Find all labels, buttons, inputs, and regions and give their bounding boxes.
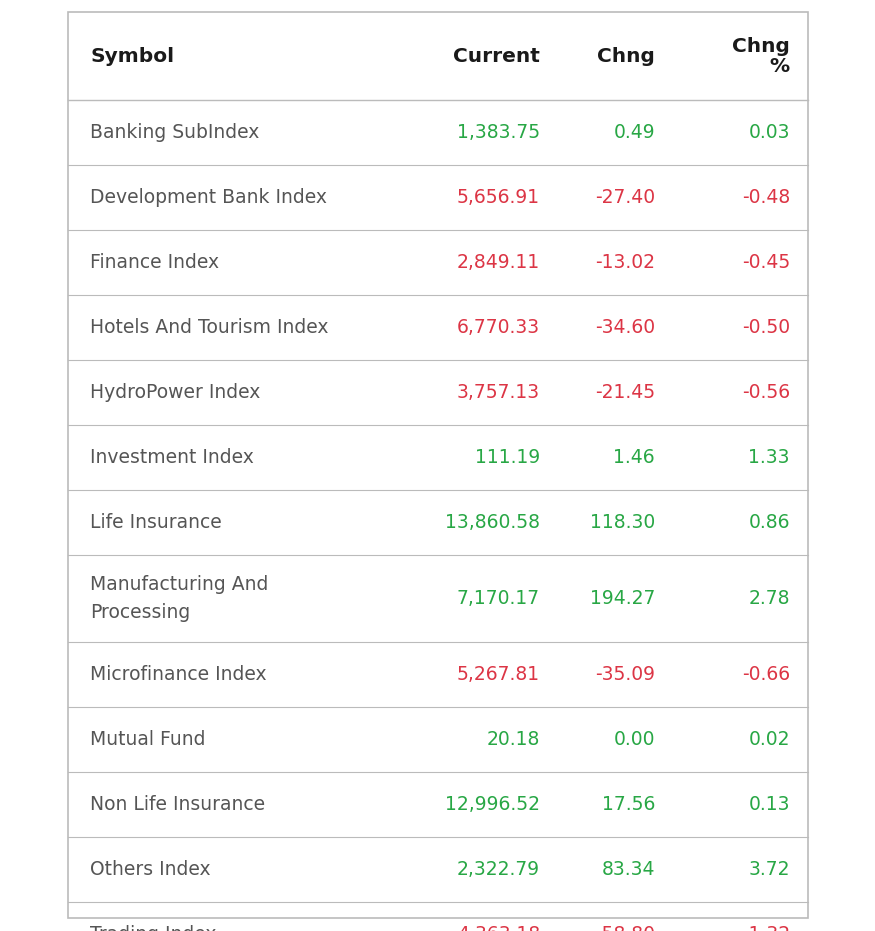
Text: 3,757.13: 3,757.13: [457, 383, 540, 402]
Text: -58.80: -58.80: [595, 925, 655, 931]
Text: 13,860.58: 13,860.58: [445, 513, 540, 532]
Text: 0.49: 0.49: [613, 123, 655, 142]
Text: Chng: Chng: [732, 36, 790, 56]
Text: 12,996.52: 12,996.52: [445, 795, 540, 814]
Text: 0.13: 0.13: [748, 795, 790, 814]
Text: -0.56: -0.56: [742, 383, 790, 402]
Text: Finance Index: Finance Index: [90, 253, 219, 272]
Text: %: %: [770, 57, 790, 75]
Text: Banking SubIndex: Banking SubIndex: [90, 123, 259, 142]
Text: 6,770.33: 6,770.33: [457, 318, 540, 337]
Text: -1.32: -1.32: [742, 925, 790, 931]
Text: Mutual Fund: Mutual Fund: [90, 730, 206, 749]
Text: 5,267.81: 5,267.81: [457, 665, 540, 684]
Text: Chng: Chng: [597, 47, 655, 65]
Text: -0.50: -0.50: [742, 318, 790, 337]
Text: -35.09: -35.09: [595, 665, 655, 684]
Text: -21.45: -21.45: [595, 383, 655, 402]
Text: 0.86: 0.86: [748, 513, 790, 532]
Bar: [68, 12, 808, 918]
Text: Manufacturing And: Manufacturing And: [90, 575, 269, 594]
Text: 1.46: 1.46: [613, 448, 655, 467]
Text: Non Life Insurance: Non Life Insurance: [90, 795, 265, 814]
Text: 20.18: 20.18: [487, 730, 540, 749]
Text: Current: Current: [453, 47, 540, 65]
Text: Microfinance Index: Microfinance Index: [90, 665, 267, 684]
Text: 1.33: 1.33: [748, 448, 790, 467]
Text: Development Bank Index: Development Bank Index: [90, 188, 327, 207]
Text: 0.02: 0.02: [748, 730, 790, 749]
Text: -0.48: -0.48: [742, 188, 790, 207]
Text: 194.27: 194.27: [590, 589, 655, 608]
Text: 2,322.79: 2,322.79: [457, 860, 540, 879]
Text: 2,849.11: 2,849.11: [457, 253, 540, 272]
Text: 83.34: 83.34: [601, 860, 655, 879]
Text: HydroPower Index: HydroPower Index: [90, 383, 261, 402]
Text: Investment Index: Investment Index: [90, 448, 254, 467]
Text: 1,383.75: 1,383.75: [457, 123, 540, 142]
Text: Hotels And Tourism Index: Hotels And Tourism Index: [90, 318, 328, 337]
Text: 118.30: 118.30: [590, 513, 655, 532]
Text: 3.72: 3.72: [748, 860, 790, 879]
Text: 4,363.18: 4,363.18: [457, 925, 540, 931]
Text: 0.03: 0.03: [748, 123, 790, 142]
Text: 111.19: 111.19: [475, 448, 540, 467]
Text: Processing: Processing: [90, 603, 190, 622]
Text: Life Insurance: Life Insurance: [90, 513, 221, 532]
Text: -27.40: -27.40: [595, 188, 655, 207]
Text: -34.60: -34.60: [595, 318, 655, 337]
Text: -0.66: -0.66: [742, 665, 790, 684]
Text: 0.00: 0.00: [613, 730, 655, 749]
Text: -0.45: -0.45: [742, 253, 790, 272]
Text: Others Index: Others Index: [90, 860, 211, 879]
Text: Trading Index: Trading Index: [90, 925, 216, 931]
Text: 17.56: 17.56: [602, 795, 655, 814]
Text: Symbol: Symbol: [90, 47, 174, 65]
Text: 7,170.17: 7,170.17: [457, 589, 540, 608]
Text: 2.78: 2.78: [748, 589, 790, 608]
Text: 5,656.91: 5,656.91: [457, 188, 540, 207]
Text: -13.02: -13.02: [595, 253, 655, 272]
